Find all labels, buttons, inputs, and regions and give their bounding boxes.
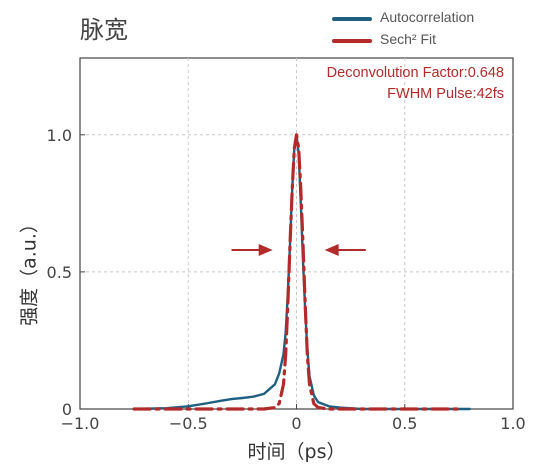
y-tick-label: 0 xyxy=(62,400,72,419)
arrow-head xyxy=(324,243,339,256)
legend-swatch-sech-fit xyxy=(332,39,372,43)
grid xyxy=(80,58,513,409)
x-tick-label: 1.0 xyxy=(500,414,525,433)
series-group xyxy=(132,133,471,411)
x-tick-label: −0.5 xyxy=(169,414,208,433)
legend-swatch-autocorrelation xyxy=(332,17,372,21)
x-axis-label: 时间（ps） xyxy=(247,441,346,463)
legend: Autocorrelation Sech² Fit xyxy=(332,8,532,52)
annotation-arrows xyxy=(231,243,366,256)
x-tick-label: −1.0 xyxy=(61,414,100,433)
x-tick-label: 0 xyxy=(291,414,301,433)
y-tick-label: 1.0 xyxy=(47,126,72,145)
y-axis-label: 强度（a.u.） xyxy=(18,214,41,326)
y-tick-label: 0.5 xyxy=(47,263,72,282)
y-axis-label-wrap: 强度（a.u.） xyxy=(8,190,48,350)
axis-ticks: −1.0 −0.5 0 0.5 1.0 0 0.5 1.0 xyxy=(47,126,526,433)
arrow-head xyxy=(258,243,273,256)
legend-label-sech-fit: Sech² Fit xyxy=(380,31,437,47)
series-line-sech-fit xyxy=(132,133,461,411)
deconvolution-factor-label: Deconvolution Factor:0.648 xyxy=(326,65,504,81)
fwhm-pulse-label: FWHM Pulse:42fs xyxy=(387,86,504,102)
x-tick-label: 0.5 xyxy=(392,414,417,433)
legend-label-autocorrelation: Autocorrelation xyxy=(380,9,475,25)
legend-item-autocorrelation: Autocorrelation xyxy=(332,8,532,30)
page-title: 脉宽 xyxy=(80,16,128,44)
legend-item-sech-fit: Sech² Fit xyxy=(332,30,532,52)
